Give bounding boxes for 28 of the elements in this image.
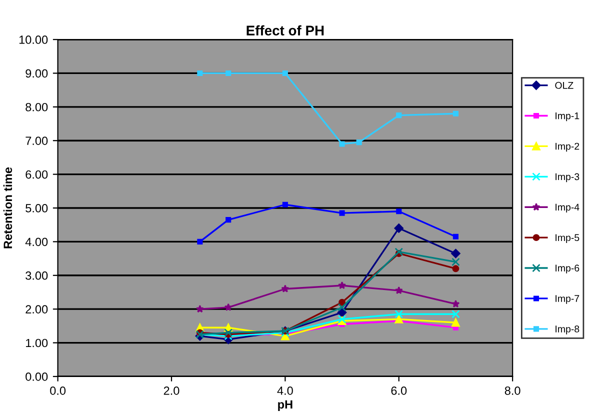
legend-label: Imp-8 [556,326,580,334]
x-tick-label: 8.0 [504,386,520,395]
y-tick-label: 4.00 [25,238,48,246]
x-tick-label: 4.0 [277,386,293,395]
y-tick-label: 7.00 [26,136,48,145]
legend-label: Imp-5 [556,234,580,243]
y-tick-label: 8.00 [26,102,48,112]
y-tick-label: 3.00 [26,271,48,280]
y-tick-label: 10.00 [19,36,48,44]
legend-label: Imp-2 [556,142,580,152]
x-axis-title: pH [278,400,292,411]
x-tick-label: 6.0 [391,386,407,395]
y-tick-label: 2.00 [26,305,48,314]
y-tick-label: 0.00 [26,372,48,381]
y-tick-label: 6.00 [26,170,48,179]
legend-label: Imp-1 [556,112,580,122]
x-tick-label: 2.0 [164,386,180,395]
y-tick-label: 1.00 [26,338,48,348]
legend-label: Imp-6 [556,264,580,274]
legend-label: Imp-3 [556,173,580,182]
y-axis-title: Retention time [3,167,12,248]
legend-label: Imp-7 [556,295,580,304]
chart-title: Effect of PH [246,25,324,36]
legend-label: OLZ [555,82,574,89]
y-tick-label: 5.00 [26,204,48,212]
legend-label: Imp-4 [556,204,580,213]
x-tick-label: 0.0 [50,386,66,395]
y-tick-label: 9.00 [26,69,48,78]
